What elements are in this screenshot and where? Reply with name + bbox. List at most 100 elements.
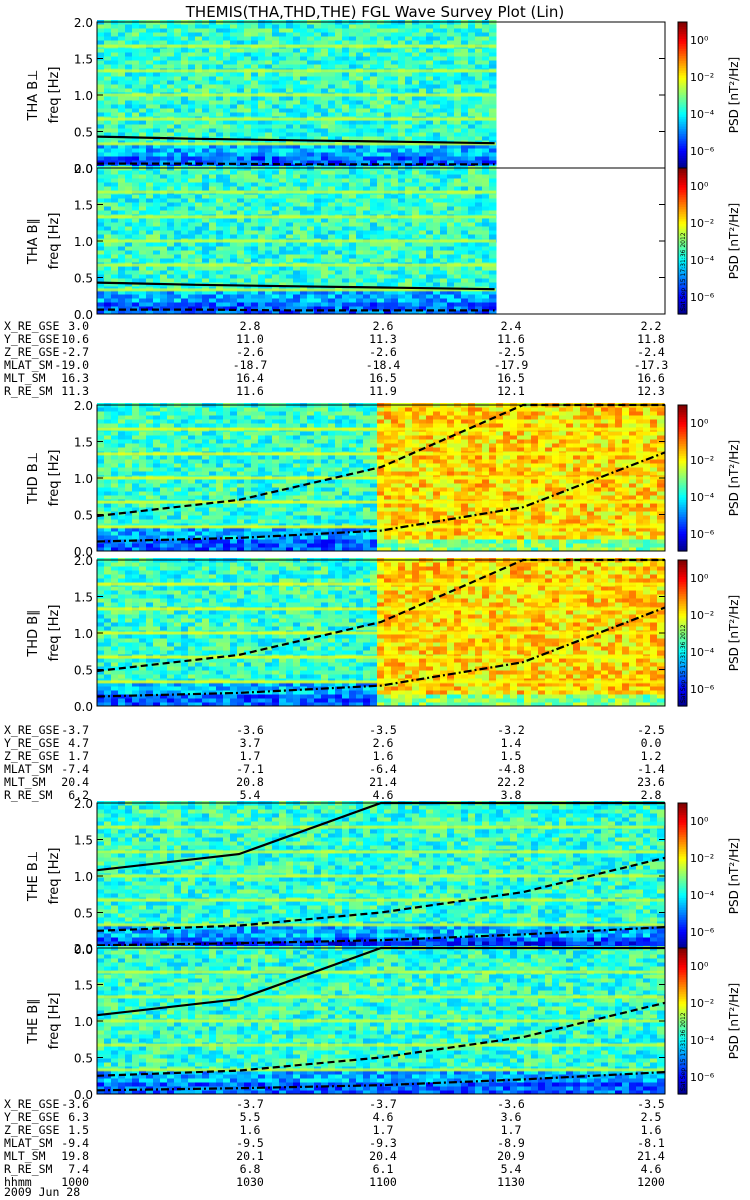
psd-cell	[118, 178, 126, 183]
psd-cell	[167, 120, 175, 125]
psd-cell	[118, 515, 126, 520]
psd-cell	[118, 407, 126, 412]
psd-cell	[223, 226, 231, 231]
psd-cell	[335, 170, 343, 175]
psd-cell	[370, 72, 378, 77]
psd-cell	[286, 194, 294, 199]
psd-cell	[181, 124, 189, 129]
psd-cell	[321, 108, 329, 113]
psd-cell	[125, 52, 133, 57]
psd-cell	[251, 24, 259, 29]
psd-cell	[482, 202, 490, 207]
psd-cell	[377, 40, 385, 45]
psd-cell	[202, 182, 210, 187]
psd-cell	[111, 148, 119, 153]
psd-cell	[97, 302, 105, 307]
psd-cell	[104, 52, 112, 57]
psd-cell	[272, 234, 280, 239]
psd-cell	[258, 222, 266, 227]
psd-cell	[181, 483, 189, 488]
psd-cell	[97, 206, 105, 211]
psd-cell	[433, 40, 441, 45]
psd-cell	[349, 266, 357, 271]
psd-cell	[398, 274, 406, 279]
psd-cell	[342, 234, 350, 239]
psd-cell	[251, 226, 259, 231]
psd-cell	[139, 503, 147, 508]
psd-cell	[202, 40, 210, 45]
psd-cell	[356, 24, 364, 29]
psd-cell	[370, 242, 378, 247]
psd-cell	[195, 511, 203, 516]
psd-cell	[440, 60, 448, 65]
psd-cell	[97, 104, 105, 109]
psd-cell	[188, 443, 196, 448]
psd-cell	[104, 435, 112, 440]
psd-cell	[272, 156, 280, 161]
psd-cell	[97, 519, 105, 524]
psd-cell	[300, 64, 308, 69]
psd-cell	[258, 266, 266, 271]
psd-cell	[146, 40, 154, 45]
psd-cell	[342, 80, 350, 85]
psd-cell	[244, 194, 252, 199]
psd-cell	[188, 202, 196, 207]
psd-cell	[391, 198, 399, 203]
psd-cell	[468, 222, 476, 227]
psd-cell	[321, 298, 329, 303]
psd-cell	[377, 124, 385, 129]
panel-ylabel: THA B∥	[26, 218, 41, 265]
spectrogram-panels: 0.00.51.01.52.0THA B⊥ freq [Hz]10⁰10⁻²10⁻…	[26, 16, 741, 1102]
psd-cell	[167, 531, 175, 536]
psd-cell	[335, 278, 343, 283]
psd-cell	[139, 226, 147, 231]
psd-cell	[328, 218, 336, 223]
psd-cell	[244, 32, 252, 37]
psd-cell	[370, 182, 378, 187]
psd-cell	[314, 80, 322, 85]
psd-cell	[153, 84, 161, 89]
psd-cell	[146, 467, 154, 472]
psd-cell	[328, 258, 336, 263]
psd-cell	[153, 258, 161, 263]
psd-cell	[167, 210, 175, 215]
psd-cell	[286, 32, 294, 37]
psd-cell	[335, 80, 343, 85]
psd-cell	[314, 88, 322, 93]
psd-cell	[300, 120, 308, 125]
psd-cell	[174, 174, 182, 179]
psd-cell	[433, 302, 441, 307]
psd-cell	[174, 96, 182, 101]
psd-cell	[202, 60, 210, 65]
psd-cell	[412, 218, 420, 223]
psd-cell	[426, 88, 434, 93]
psd-cell	[272, 60, 280, 65]
psd-cell	[230, 266, 238, 271]
psd-cell	[153, 186, 161, 191]
psd-cell	[146, 435, 154, 440]
psd-cell	[258, 278, 266, 283]
psd-cell	[440, 170, 448, 175]
psd-cell	[174, 48, 182, 53]
psd-cell	[391, 32, 399, 37]
psd-cell	[384, 218, 392, 223]
psd-cell	[447, 202, 455, 207]
psd-cell	[440, 210, 448, 215]
psd-cell	[447, 250, 455, 255]
psd-cell	[363, 80, 371, 85]
psd-cell	[258, 28, 266, 33]
psd-cell	[356, 128, 364, 133]
psd-cell	[188, 455, 196, 460]
psd-cell	[181, 182, 189, 187]
psd-cell	[223, 120, 231, 125]
psd-cell	[237, 80, 245, 85]
psd-cell	[405, 242, 413, 247]
psd-cell	[286, 170, 294, 175]
psd-cell	[258, 84, 266, 89]
psd-cell	[321, 48, 329, 53]
psd-cell	[412, 80, 420, 85]
psd-cell	[489, 48, 497, 53]
psd-cell	[174, 226, 182, 231]
psd-cell	[314, 132, 322, 137]
